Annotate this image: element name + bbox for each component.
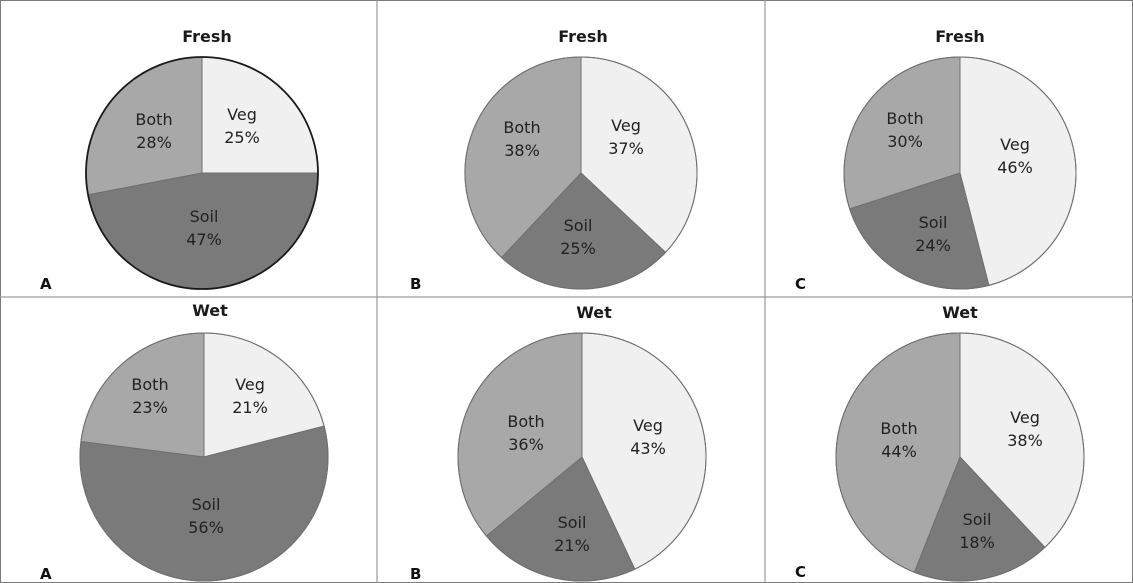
slice-pct-both: 36% (508, 435, 544, 454)
slice-label-veg: Veg (235, 375, 265, 394)
slice-pct-both: 30% (887, 132, 923, 151)
slice-pct-soil: 18% (959, 533, 995, 552)
slice-pct-both: 23% (132, 398, 168, 417)
panel-title: Fresh (935, 27, 985, 46)
slice-label-veg: Veg (633, 416, 663, 435)
slice-pct-soil: 25% (560, 239, 596, 258)
slice-label-soil: Soil (192, 495, 221, 514)
slice-label-veg: Veg (227, 105, 257, 124)
slice-label-soil: Soil (558, 513, 587, 532)
panel-letter: B (410, 275, 421, 293)
panel-c-fresh: Fresh C Veg 46% Soil 24% Both 30% (795, 27, 1077, 293)
slice-label-both: Both (886, 109, 923, 128)
panel-title: Fresh (558, 27, 608, 46)
slice-label-both: Both (880, 419, 917, 438)
panel-letter: A (40, 275, 52, 293)
slice-pct-both: 38% (504, 141, 540, 160)
slice-label-veg: Veg (1000, 135, 1030, 154)
panel-title: Wet (192, 301, 228, 320)
slice-pct-veg: 25% (224, 128, 260, 147)
panel-a-wet: Wet A Veg 21% Soil 56% Both 23% (40, 301, 329, 583)
slice-label-both: Both (131, 375, 168, 394)
pie-outline (85, 56, 319, 290)
slice-pct-soil: 24% (915, 236, 951, 255)
panel-title: Wet (576, 303, 612, 322)
panel-b-fresh: Fresh B Veg 37% Soil 25% Both 38% (410, 27, 698, 293)
pie-outline (79, 332, 329, 582)
slice-label-soil: Soil (190, 207, 219, 226)
panel-title: Fresh (182, 27, 232, 46)
slice-pct-veg: 43% (630, 439, 666, 458)
panel-letter: C (795, 275, 806, 293)
panel-letter: C (795, 563, 806, 581)
slice-label-both: Both (503, 118, 540, 137)
panel-title: Wet (942, 303, 978, 322)
slice-pct-soil: 56% (188, 518, 224, 537)
slice-pct-soil: 47% (186, 230, 222, 249)
slice-label-both: Both (135, 110, 172, 129)
slice-pct-veg: 38% (1007, 431, 1043, 450)
pie-outline (464, 56, 698, 290)
slice-label-soil: Soil (963, 510, 992, 529)
panel-letter: B (410, 565, 421, 583)
slice-label-soil: Soil (919, 213, 948, 232)
panel-c-wet: Wet C Veg 38% Soil 18% Both 44% (795, 303, 1085, 582)
panel-letter: A (40, 565, 52, 583)
slice-pct-veg: 21% (232, 398, 268, 417)
slice-label-soil: Soil (564, 216, 593, 235)
slice-pct-both: 28% (136, 133, 172, 152)
slice-label-both: Both (507, 412, 544, 431)
slice-label-veg: Veg (611, 116, 641, 135)
slice-label-veg: Veg (1010, 408, 1040, 427)
slice-pct-veg: 46% (997, 158, 1033, 177)
slice-pct-veg: 37% (608, 139, 644, 158)
pie-outline (457, 332, 707, 582)
pie-outline (835, 332, 1085, 582)
slice-pct-soil: 21% (554, 536, 590, 555)
pie-outline (843, 56, 1077, 290)
panel-b-wet: Wet B Veg 43% Soil 21% Both 36% (410, 303, 707, 583)
panel-a-fresh: Fresh A Veg 25% Soil 47% Both 28% (40, 27, 319, 293)
slice-pct-both: 44% (881, 442, 917, 461)
